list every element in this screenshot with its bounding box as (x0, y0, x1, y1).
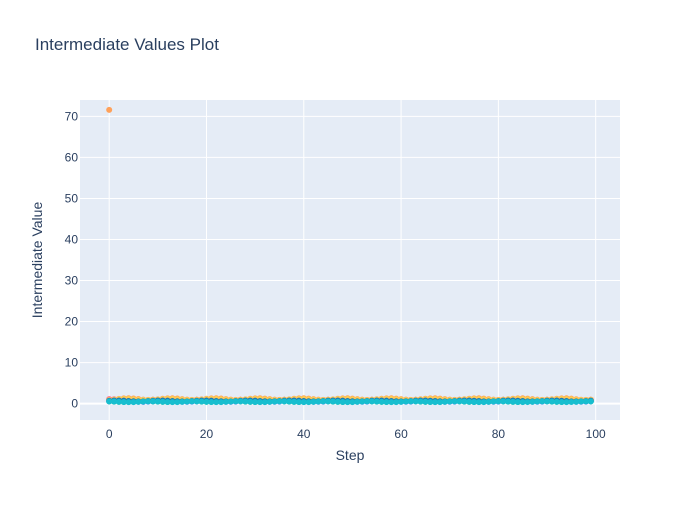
x-tick-label: 80 (492, 427, 506, 441)
y-tick-label: 60 (65, 150, 79, 164)
y-tick-label: 30 (65, 274, 79, 288)
y-axis-title: Intermediate Value (29, 202, 45, 319)
y-tick-labels: 0 10 20 30 40 50 60 70 (65, 109, 79, 410)
x-tick-labels: 0 20 40 60 80 100 (106, 427, 606, 441)
y-tick-label: 70 (65, 109, 79, 123)
outlier-point (106, 107, 112, 113)
data-point (588, 398, 594, 404)
plot-area (80, 100, 620, 420)
y-tick-label: 50 (65, 191, 79, 205)
x-tick-label: 20 (200, 427, 214, 441)
y-tick-label: 20 (65, 315, 79, 329)
x-tick-label: 0 (106, 427, 113, 441)
x-axis-title: Step (336, 447, 365, 463)
x-tick-label: 60 (394, 427, 408, 441)
chart-title: Intermediate Values Plot (35, 35, 219, 54)
y-tick-label: 10 (65, 356, 79, 370)
y-tick-label: 40 (65, 232, 79, 246)
x-tick-label: 100 (586, 427, 606, 441)
y-tick-label: 0 (71, 397, 78, 411)
x-tick-label: 40 (297, 427, 311, 441)
